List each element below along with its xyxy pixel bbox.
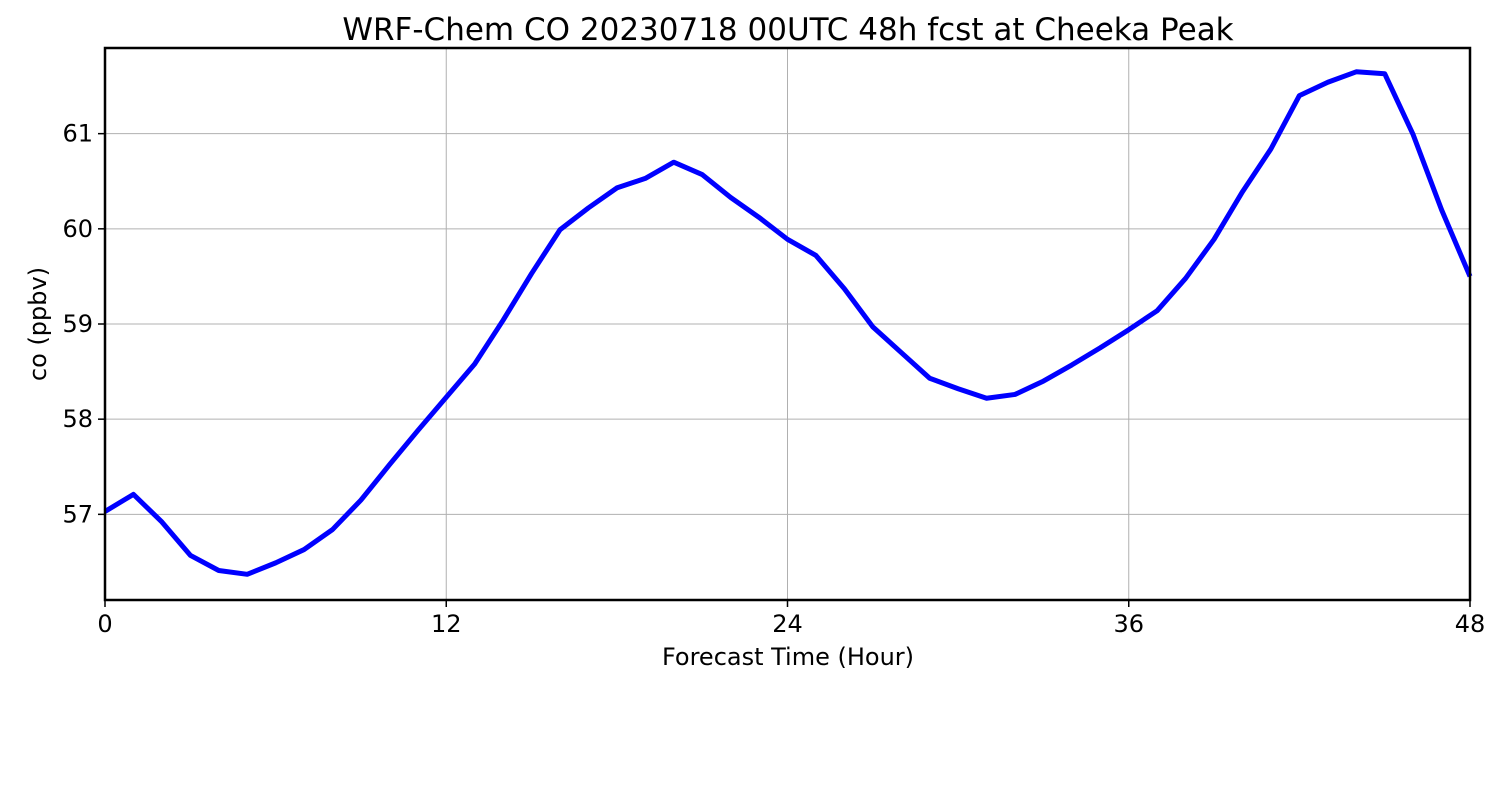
x-tick-label: 12 [431,610,462,638]
y-tick-label: 57 [62,500,93,528]
x-tick-label: 36 [1113,610,1144,638]
co-series-line [103,69,1473,577]
y-axis-label: co (ppbv) [24,267,52,381]
y-tick-label: 58 [62,405,93,433]
x-tick-label: 24 [772,610,803,638]
x-tick-label: 48 [1455,610,1486,638]
y-tick-label: 61 [62,120,93,148]
series-layer [103,69,1473,577]
x-tick-label: 0 [97,610,112,638]
y-tick-label: 60 [62,215,93,243]
chart-title: WRF-Chem CO 20230718 00UTC 48h fcst at C… [342,12,1233,48]
x-axis-label: Forecast Time (Hour) [662,643,914,671]
axis-ticks: 0 12 24 36 48 57 58 59 60 61 [62,120,1485,638]
y-tick-label: 59 [62,310,93,338]
